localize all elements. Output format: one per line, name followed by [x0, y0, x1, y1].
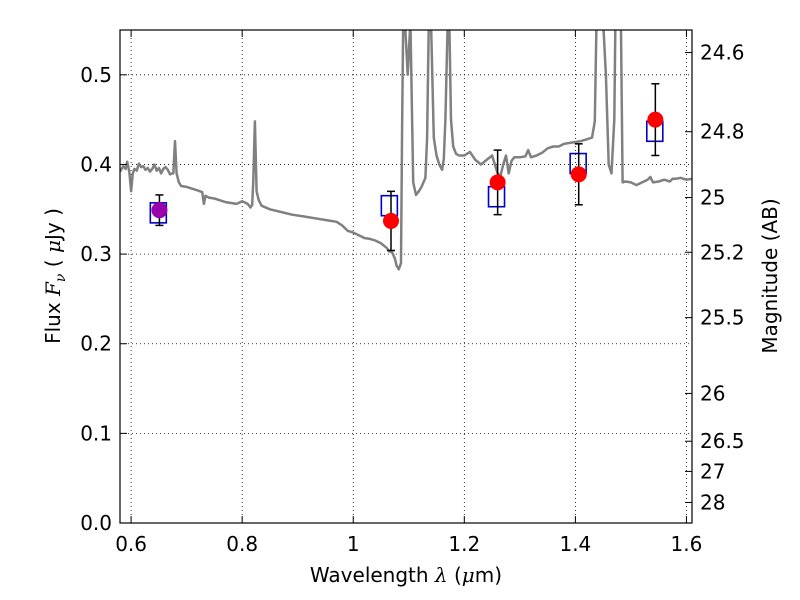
y-axis-title: Flux Fν ( μJy )	[41, 208, 69, 344]
data-layer	[120, 30, 692, 271]
y-tick-label: 0.5	[80, 63, 112, 87]
tick-layer: 0.6 0.8 1 1.2 1.4 1.6 0.0 0.1 0.2 0.3 0.4 0.5 24.6 24…	[80, 30, 745, 556]
y-tick-label: 0.1	[80, 421, 112, 445]
x-tick-label: 0.8	[226, 532, 258, 556]
x-tick-label: 1	[347, 532, 360, 556]
y2-axis-title: Magnitude (AB)	[758, 198, 782, 353]
y2-tick-label: 26.5	[700, 429, 745, 453]
plot-frame	[119, 29, 693, 524]
y2-tick-label: 28	[700, 490, 725, 514]
y2-tick-label: 24.8	[700, 120, 745, 144]
y2-tick-label: 25	[700, 186, 725, 210]
x-axis-title: Wavelength λ (μm)	[310, 563, 502, 587]
y2-tick-label: 25.5	[700, 306, 745, 330]
model-flux-square	[380, 194, 399, 217]
y-tick-label: 0.0	[80, 511, 112, 535]
observed-flux-point	[383, 212, 400, 229]
marker-layer	[149, 83, 664, 252]
y2-tick-label: 26	[700, 381, 725, 405]
spectrum-line	[120, 30, 692, 271]
y2-tick-label: 27	[700, 459, 725, 483]
y2-tick-label: 24.6	[700, 41, 745, 65]
y-tick-label: 0.4	[80, 152, 112, 176]
observed-flux-point	[489, 174, 506, 191]
observed-flux-point	[151, 202, 168, 219]
y-tick-label: 0.3	[80, 242, 112, 266]
x-tick-label: 1.6	[671, 532, 703, 556]
x-tick-label: 1.2	[448, 532, 480, 556]
observed-flux-point	[570, 166, 587, 183]
y2-tick-label: 25.2	[700, 240, 745, 264]
y-tick-label: 0.2	[80, 332, 112, 356]
x-tick-label: 0.6	[115, 532, 147, 556]
x-tick-label: 1.4	[559, 532, 591, 556]
observed-flux-point	[647, 111, 664, 128]
